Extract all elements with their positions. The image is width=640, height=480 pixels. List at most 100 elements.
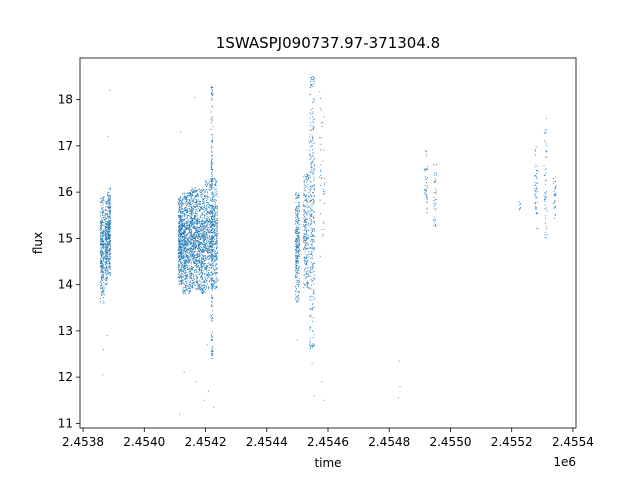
- data-point: [211, 192, 213, 194]
- data-point: [194, 262, 196, 264]
- data-point: [180, 226, 182, 228]
- data-point: [105, 283, 107, 285]
- data-point: [191, 222, 193, 223]
- data-point: [309, 201, 311, 203]
- data-point: [195, 381, 197, 383]
- data-point: [313, 246, 315, 248]
- data-point: [207, 204, 208, 206]
- data-point: [189, 223, 191, 225]
- data-point: [106, 229, 108, 230]
- data-point: [214, 269, 216, 270]
- data-point: [320, 213, 322, 215]
- data-point: [183, 270, 185, 272]
- data-point: [309, 93, 311, 95]
- data-point: [189, 195, 191, 196]
- data-point: [297, 241, 299, 243]
- data-point: [101, 291, 103, 293]
- data-point: [194, 263, 196, 265]
- data-point: [105, 277, 107, 279]
- data-point: [191, 200, 193, 201]
- data-point: [196, 228, 198, 230]
- data-point: [217, 195, 219, 197]
- data-point: [105, 269, 106, 271]
- data-point: [311, 83, 313, 85]
- data-point: [310, 269, 312, 271]
- data-point: [204, 226, 206, 228]
- data-point: [199, 246, 201, 248]
- data-point: [102, 374, 104, 376]
- data-point: [182, 261, 184, 263]
- data-point: [189, 260, 190, 262]
- data-point: [179, 259, 181, 261]
- data-point: [186, 266, 188, 268]
- data-point: [213, 243, 215, 245]
- data-point: [108, 197, 110, 199]
- data-point: [211, 169, 213, 171]
- data-point: [425, 168, 427, 170]
- data-point: [182, 212, 184, 214]
- data-point: [181, 229, 182, 231]
- data-point: [214, 259, 216, 260]
- data-point: [304, 248, 306, 250]
- data-point: [206, 252, 208, 254]
- data-point: [196, 226, 198, 228]
- data-point: [208, 248, 210, 250]
- data-point: [106, 240, 108, 242]
- data-point: [187, 248, 189, 250]
- data-point: [181, 233, 183, 235]
- data-point: [554, 176, 556, 178]
- data-point: [202, 262, 204, 264]
- data-point: [101, 287, 103, 288]
- data-point: [545, 150, 547, 152]
- data-point: [109, 256, 111, 258]
- data-point: [399, 385, 401, 387]
- data-point: [212, 212, 214, 214]
- data-point: [109, 203, 111, 205]
- data-point: [311, 167, 313, 169]
- data-point: [295, 275, 297, 277]
- data-point: [190, 211, 192, 213]
- data-point: [201, 208, 203, 210]
- data-point: [211, 184, 213, 186]
- data-point: [323, 116, 325, 118]
- data-point: [312, 79, 314, 81]
- data-point: [199, 194, 201, 196]
- data-point: [192, 191, 194, 193]
- data-point: [197, 210, 199, 212]
- data-point: [189, 243, 191, 245]
- data-point: [211, 340, 213, 341]
- data-point: [184, 278, 186, 280]
- data-point: [203, 284, 205, 286]
- data-point: [193, 200, 194, 202]
- data-point: [534, 195, 536, 197]
- data-point: [310, 161, 312, 163]
- data-point: [213, 247, 215, 249]
- data-point: [211, 213, 213, 214]
- data-point: [211, 91, 213, 93]
- data-point: [198, 203, 200, 204]
- x-tick-label: 2.4544: [246, 435, 288, 449]
- data-point: [213, 231, 215, 233]
- data-point: [305, 244, 306, 246]
- data-point: [105, 231, 107, 233]
- data-point: [181, 252, 182, 254]
- data-point: [201, 269, 202, 271]
- data-point: [106, 259, 107, 261]
- data-point: [202, 293, 203, 294]
- data-point: [193, 212, 195, 214]
- data-point: [185, 275, 187, 277]
- data-point: [189, 204, 191, 206]
- data-point: [187, 203, 189, 205]
- data-point: [195, 258, 197, 260]
- data-point: [202, 278, 204, 280]
- data-point: [108, 225, 110, 227]
- data-point: [546, 234, 548, 236]
- data-point: [312, 308, 313, 310]
- data-point: [213, 216, 215, 218]
- data-point: [191, 248, 193, 250]
- data-point: [305, 245, 307, 247]
- data-point: [211, 253, 213, 255]
- data-point: [184, 251, 186, 253]
- data-point: [180, 223, 182, 225]
- data-point: [192, 209, 194, 211]
